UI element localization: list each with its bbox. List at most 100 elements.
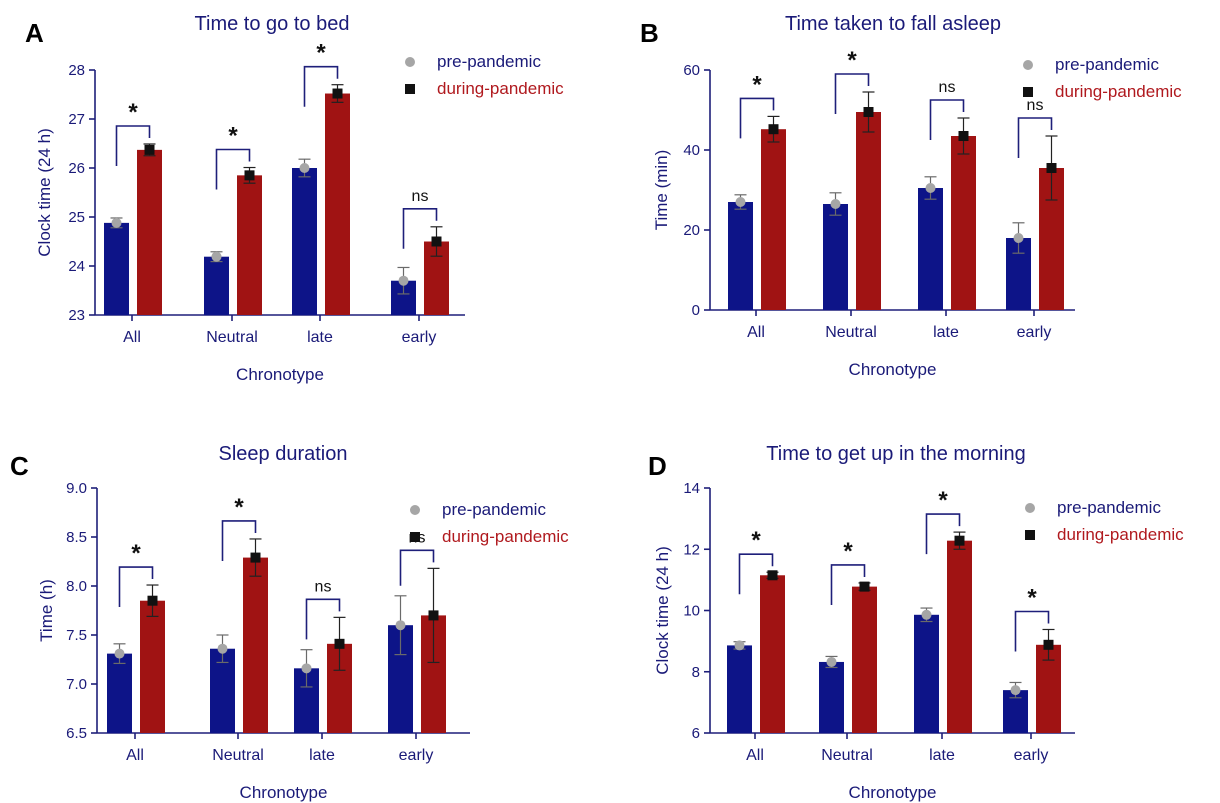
x-tick-label: All [123, 329, 141, 346]
legend-marker-during-pandemic [1023, 87, 1033, 97]
point-pre-pandemic [218, 644, 228, 654]
point-pre-pandemic [115, 649, 125, 659]
y-tick-label: 12 [683, 541, 700, 558]
point-during-pandemic [148, 596, 158, 606]
legend-label-pre-pandemic: pre-pandemic [442, 500, 546, 519]
bar-pre-pandemic [819, 662, 844, 733]
y-tick-label: 27 [68, 111, 85, 128]
bar-during-pandemic [243, 558, 268, 733]
x-tick-label: Neutral [825, 324, 877, 341]
x-tick-label: late [309, 747, 335, 764]
legend-label-pre-pandemic: pre-pandemic [1057, 498, 1161, 517]
panel-letter: A [25, 18, 44, 48]
bar-during-pandemic [852, 587, 877, 733]
bar-during-pandemic [947, 541, 972, 733]
point-pre-pandemic [1014, 233, 1024, 243]
significance-label: * [234, 494, 244, 521]
point-during-pandemic [959, 131, 969, 141]
x-axis-label: Chronotype [240, 783, 328, 802]
point-during-pandemic [251, 553, 261, 563]
panel-letter: B [640, 18, 659, 48]
y-tick-label: 10 [683, 603, 700, 620]
bar-during-pandemic [137, 150, 162, 315]
legend-label-during-pandemic: during-pandemic [437, 79, 564, 98]
significance-label: ns [412, 188, 429, 205]
point-during-pandemic [335, 639, 345, 649]
y-axis-label: Time (min) [652, 150, 671, 231]
y-tick-label: 8.0 [66, 578, 87, 595]
x-axis-label: Chronotype [236, 365, 324, 384]
x-tick-label: All [126, 747, 144, 764]
point-during-pandemic [245, 170, 255, 180]
y-tick-label: 14 [683, 480, 700, 497]
y-tick-label: 0 [692, 302, 700, 319]
significance-bracket [307, 599, 340, 639]
significance-label: * [751, 527, 761, 554]
point-during-pandemic [768, 570, 778, 580]
significance-label: * [128, 99, 138, 126]
point-during-pandemic [429, 610, 439, 620]
bar-pre-pandemic [104, 223, 129, 315]
significance-label: ns [315, 578, 332, 595]
y-axis-label: Clock time (24 h) [35, 128, 54, 256]
bar-during-pandemic [951, 136, 976, 310]
significance-label: * [752, 71, 762, 98]
point-during-pandemic [955, 536, 965, 546]
legend-label-pre-pandemic: pre-pandemic [437, 52, 541, 71]
point-pre-pandemic [831, 199, 841, 209]
legend-marker-pre-pandemic [1025, 503, 1035, 513]
y-tick-label: 8 [692, 664, 700, 681]
legend: pre-pandemic during-pandemic [1025, 498, 1184, 544]
legend-marker-during-pandemic [405, 84, 415, 94]
bar-pre-pandemic [204, 257, 229, 315]
bar-pre-pandemic [727, 645, 752, 733]
point-during-pandemic [860, 582, 870, 592]
significance-label: * [131, 540, 141, 567]
point-during-pandemic [1044, 640, 1054, 650]
bar-during-pandemic [761, 129, 786, 310]
point-pre-pandemic [396, 620, 406, 630]
bar-pre-pandemic [107, 654, 132, 733]
significance-label: * [228, 123, 238, 150]
bar-during-pandemic [140, 601, 165, 733]
significance-label: * [1027, 584, 1037, 611]
y-tick-label: 7.0 [66, 676, 87, 693]
point-during-pandemic [864, 107, 874, 117]
legend-label-during-pandemic: during-pandemic [442, 527, 569, 546]
panel-letter: C [10, 451, 29, 481]
bar-pre-pandemic [914, 615, 939, 733]
legend-marker-pre-pandemic [1023, 60, 1033, 70]
point-pre-pandemic [112, 218, 122, 228]
point-pre-pandemic [302, 663, 312, 673]
point-during-pandemic [145, 145, 155, 155]
x-tick-label: All [746, 747, 764, 764]
chart-title: Time taken to fall asleep [785, 13, 1001, 35]
bar-during-pandemic [856, 112, 881, 310]
point-pre-pandemic [212, 252, 222, 262]
point-during-pandemic [1047, 163, 1057, 173]
bar-during-pandemic [325, 94, 350, 315]
legend-label-pre-pandemic: pre-pandemic [1055, 55, 1159, 74]
legend: pre-pandemic during-pandemic [410, 500, 569, 546]
y-axis-label: Clock time (24 h) [653, 546, 672, 674]
significance-label: * [843, 538, 853, 565]
bar-during-pandemic [760, 575, 785, 733]
chart-panel-d: D Time to get up in the morning 6 8 10 12 14 Cl… [648, 443, 1184, 802]
point-pre-pandemic [300, 163, 310, 173]
chart-title: Sleep duration [219, 443, 348, 465]
x-tick-label: early [1014, 747, 1049, 764]
x-axis-label: Chronotype [849, 783, 937, 802]
chart-panel-c: C Sleep duration 6.5 7.0 7.5 8.0 8.5 9.0 Time (h… [10, 443, 569, 802]
x-tick-label: All [747, 324, 765, 341]
y-tick-label: 23 [68, 307, 85, 324]
point-during-pandemic [769, 124, 779, 134]
chart-panel-a: A Time to go to bed 23 24 25 26 27 28 Clock time… [25, 13, 564, 384]
point-pre-pandemic [735, 640, 745, 650]
x-tick-label: Neutral [212, 747, 264, 764]
y-tick-label: 26 [68, 160, 85, 177]
x-tick-label: late [933, 324, 959, 341]
significance-label: ns [939, 79, 956, 96]
y-tick-label: 60 [683, 62, 700, 79]
bar-pre-pandemic [292, 168, 317, 315]
legend-marker-pre-pandemic [410, 505, 420, 515]
